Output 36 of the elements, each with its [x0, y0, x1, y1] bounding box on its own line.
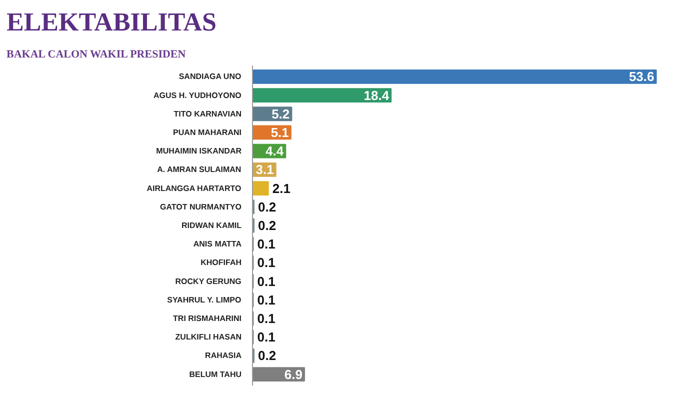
- data-label: 2.1: [272, 180, 290, 196]
- data-label: 0.1: [257, 236, 276, 252]
- data-label: 0.2: [258, 218, 276, 233]
- y-tick-label: GATOT NURMANTYO: [160, 202, 242, 212]
- y-tick-label: ZULKIFLI HASAN: [175, 332, 242, 342]
- data-label: 0.1: [257, 274, 276, 289]
- data-label: 18.4: [364, 88, 390, 103]
- y-tick-label: PUAN MAHARANI: [173, 128, 242, 137]
- y-tick-label: RAHASIA: [205, 351, 242, 360]
- data-label: 0.1: [257, 255, 276, 270]
- data-label: 5.1: [270, 124, 289, 140]
- y-tick-label: AGUS H. YUDHOYONO: [153, 90, 242, 100]
- y-tick-label: TRI RISMAHARINI: [173, 314, 242, 324]
- data-label: 0.1: [257, 311, 276, 326]
- data-label: 4.4: [266, 144, 284, 159]
- y-tick-label: BELUM TAHU: [189, 370, 242, 379]
- data-label: 5.2: [272, 106, 290, 122]
- y-tick-label: KHOFIFAH: [200, 258, 242, 268]
- text: BAKAL CALON WAKIL PRESIDEN: [6, 48, 186, 60]
- y-tick-label: TITO KARNAVIAN: [174, 109, 242, 118]
- data-label: 0.2: [258, 348, 276, 364]
- y-tick-label: MUHAIMIN ISKANDAR: [156, 146, 242, 156]
- data-label: 0.1: [257, 292, 276, 308]
- data-label: 6.9: [284, 366, 302, 382]
- data-label: 3.1: [256, 162, 274, 178]
- y-tick-label: SYAHRUL Y. LIMPO: [167, 295, 242, 304]
- data-label: 0.1: [257, 330, 276, 345]
- y-tick-label: ROCKY GERUNG: [175, 276, 242, 286]
- data-label: 53.6: [628, 69, 654, 84]
- data-label: 0.2: [258, 199, 276, 214]
- y-tick-label: A. AMRAN SULAIMAN: [157, 165, 242, 174]
- y-tick-label: AIRLANGGA HARTARTO: [146, 184, 242, 193]
- y-tick-label: RIDWAN KAMIL: [182, 221, 242, 230]
- chart-title: ELEKTABILITAS: [6, 8, 217, 36]
- y-tick-label: SANDIAGA UNO: [178, 72, 242, 82]
- y-tick-label: ANIS MATTA: [193, 240, 242, 249]
